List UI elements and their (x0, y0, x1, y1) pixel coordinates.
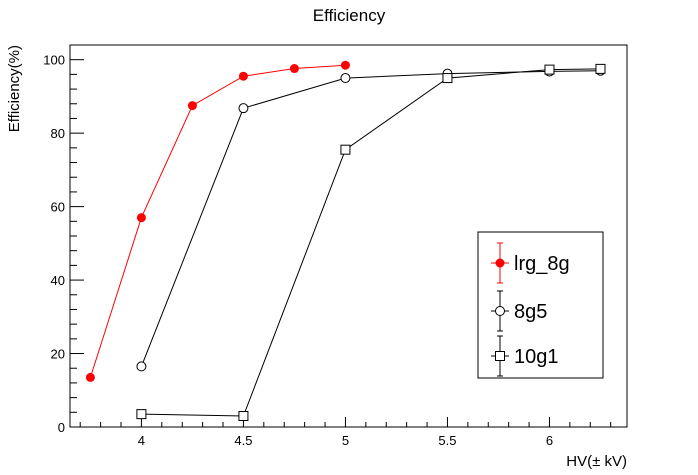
data-point (340, 60, 350, 70)
legend: lrg_8g 8g5 10g1 (477, 231, 604, 379)
y-tick-label: 0 (58, 420, 65, 435)
y-axis-title: Efficiency(%) (6, 45, 23, 132)
data-point (136, 213, 146, 223)
x-axis-title: HV(± kV) (566, 453, 627, 470)
data-point (187, 101, 197, 111)
series-line (140, 70, 601, 367)
data-point (289, 64, 299, 74)
y-tick-label: 20 (51, 347, 65, 362)
data-point (85, 372, 95, 382)
series-layer (85, 60, 606, 421)
legend-entry: lrg_8g (491, 242, 570, 284)
series-line (89, 64, 346, 378)
legend-entry: 8g5 (491, 290, 547, 332)
x-tick-label: 6 (546, 433, 553, 448)
series-line (141, 68, 601, 417)
series-10g1 (136, 63, 606, 421)
y-tick-label: 80 (51, 126, 65, 141)
legend-marker (495, 258, 505, 268)
data-point (136, 361, 147, 372)
x-tick-label: 4 (138, 433, 145, 448)
data-point (442, 73, 453, 84)
data-point (595, 63, 606, 74)
legend-marker (495, 306, 505, 316)
legend-label: 10g1 (514, 346, 559, 368)
legend-label: lrg_8g (514, 253, 570, 275)
data-point (340, 73, 351, 84)
data-point (238, 410, 249, 421)
x-tick-label: 5 (342, 433, 349, 448)
y-tick-label: 100 (43, 53, 65, 68)
y-tick-label: 60 (51, 200, 65, 215)
x-tick-label: 4.5 (234, 433, 252, 448)
legend-entry: 10g1 (491, 335, 559, 377)
y-tick-label: 40 (51, 273, 65, 288)
x-tick-label: 5.5 (438, 433, 456, 448)
data-point (136, 409, 147, 420)
data-point (238, 71, 248, 81)
legend-marker (495, 351, 505, 361)
series-lrg_8g (85, 60, 350, 382)
data-point (340, 144, 351, 155)
legend-label: 8g5 (514, 301, 547, 323)
chart-title: Efficiency (313, 6, 386, 25)
data-point (238, 103, 249, 114)
data-point (544, 64, 555, 75)
